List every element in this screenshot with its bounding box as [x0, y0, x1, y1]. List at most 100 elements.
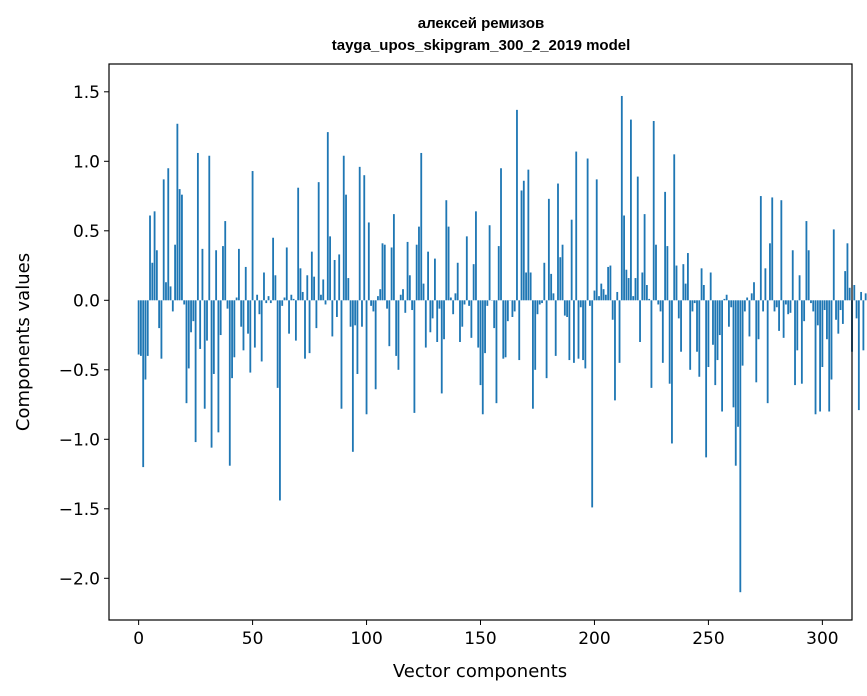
bar [618, 300, 621, 363]
bar [418, 226, 420, 301]
bar [773, 300, 776, 312]
bar [798, 275, 801, 301]
bar [488, 225, 491, 301]
bar [240, 300, 243, 327]
bar [436, 300, 439, 342]
bar [755, 300, 758, 383]
bar [222, 246, 224, 301]
bar [440, 300, 443, 394]
bar [445, 200, 448, 301]
y-tick-label: −1.5 [59, 500, 100, 520]
bar [639, 300, 641, 342]
bar [702, 285, 705, 301]
bar [805, 221, 808, 301]
bar [769, 243, 771, 301]
bar [826, 300, 828, 340]
bar [333, 259, 336, 301]
bar [269, 300, 272, 304]
bar [452, 300, 455, 315]
bar [276, 300, 279, 388]
bar [636, 176, 639, 301]
bar [778, 300, 780, 331]
bar [655, 244, 657, 301]
bar [559, 257, 562, 301]
bar [657, 300, 660, 305]
bar [554, 300, 557, 356]
bar [301, 291, 304, 301]
bar [516, 109, 518, 301]
bar [493, 300, 496, 329]
bar [816, 300, 819, 326]
bar [174, 244, 176, 301]
bar [552, 293, 555, 301]
bar [196, 152, 199, 301]
bar [743, 300, 746, 312]
bar [486, 300, 489, 306]
bar [251, 171, 254, 301]
bar [265, 300, 268, 304]
bar [404, 300, 407, 313]
bar [800, 300, 803, 384]
bar [242, 300, 245, 351]
bar [643, 214, 646, 301]
bar [739, 300, 742, 593]
bar [361, 300, 363, 327]
bar [158, 300, 161, 329]
bar [299, 268, 302, 301]
bar [288, 300, 290, 334]
bar [358, 166, 361, 301]
bar [217, 300, 220, 433]
bar [477, 300, 480, 348]
bar [281, 300, 284, 306]
bar [345, 194, 347, 301]
bar [541, 300, 543, 304]
bar [764, 268, 767, 301]
bar [782, 300, 785, 338]
y-axis-label: Components values [13, 253, 34, 431]
bar [226, 300, 229, 309]
bar [388, 300, 391, 347]
bar [593, 290, 596, 301]
bar [315, 300, 318, 329]
bar [741, 300, 744, 366]
bar [787, 300, 790, 315]
bar [857, 300, 860, 411]
bar [495, 300, 498, 404]
bar [500, 168, 502, 301]
bar [723, 298, 726, 301]
bar [329, 236, 331, 301]
bar [563, 300, 566, 316]
bar [846, 243, 849, 301]
bar [215, 250, 218, 301]
bar [395, 300, 398, 356]
bar [753, 282, 755, 301]
bar [577, 300, 580, 359]
bar [582, 300, 584, 361]
bar [481, 300, 484, 415]
bar [671, 300, 673, 444]
bar [746, 297, 749, 301]
bar [506, 300, 509, 322]
bar [686, 253, 689, 301]
bar [267, 296, 270, 301]
bar [438, 300, 441, 309]
bar [725, 294, 728, 301]
bar [402, 289, 404, 301]
bar [427, 251, 429, 301]
bar [591, 300, 594, 508]
bar [258, 300, 261, 315]
bar [392, 214, 395, 301]
bar [203, 300, 206, 409]
bar [734, 300, 737, 466]
bar [737, 300, 739, 427]
bar [641, 272, 644, 301]
bar [566, 300, 569, 317]
bar [383, 244, 386, 301]
bar [331, 300, 334, 337]
bar [609, 265, 612, 301]
bar [611, 300, 614, 320]
bar [390, 247, 393, 301]
bar [568, 300, 571, 361]
bar [210, 300, 213, 448]
bar [449, 297, 452, 301]
